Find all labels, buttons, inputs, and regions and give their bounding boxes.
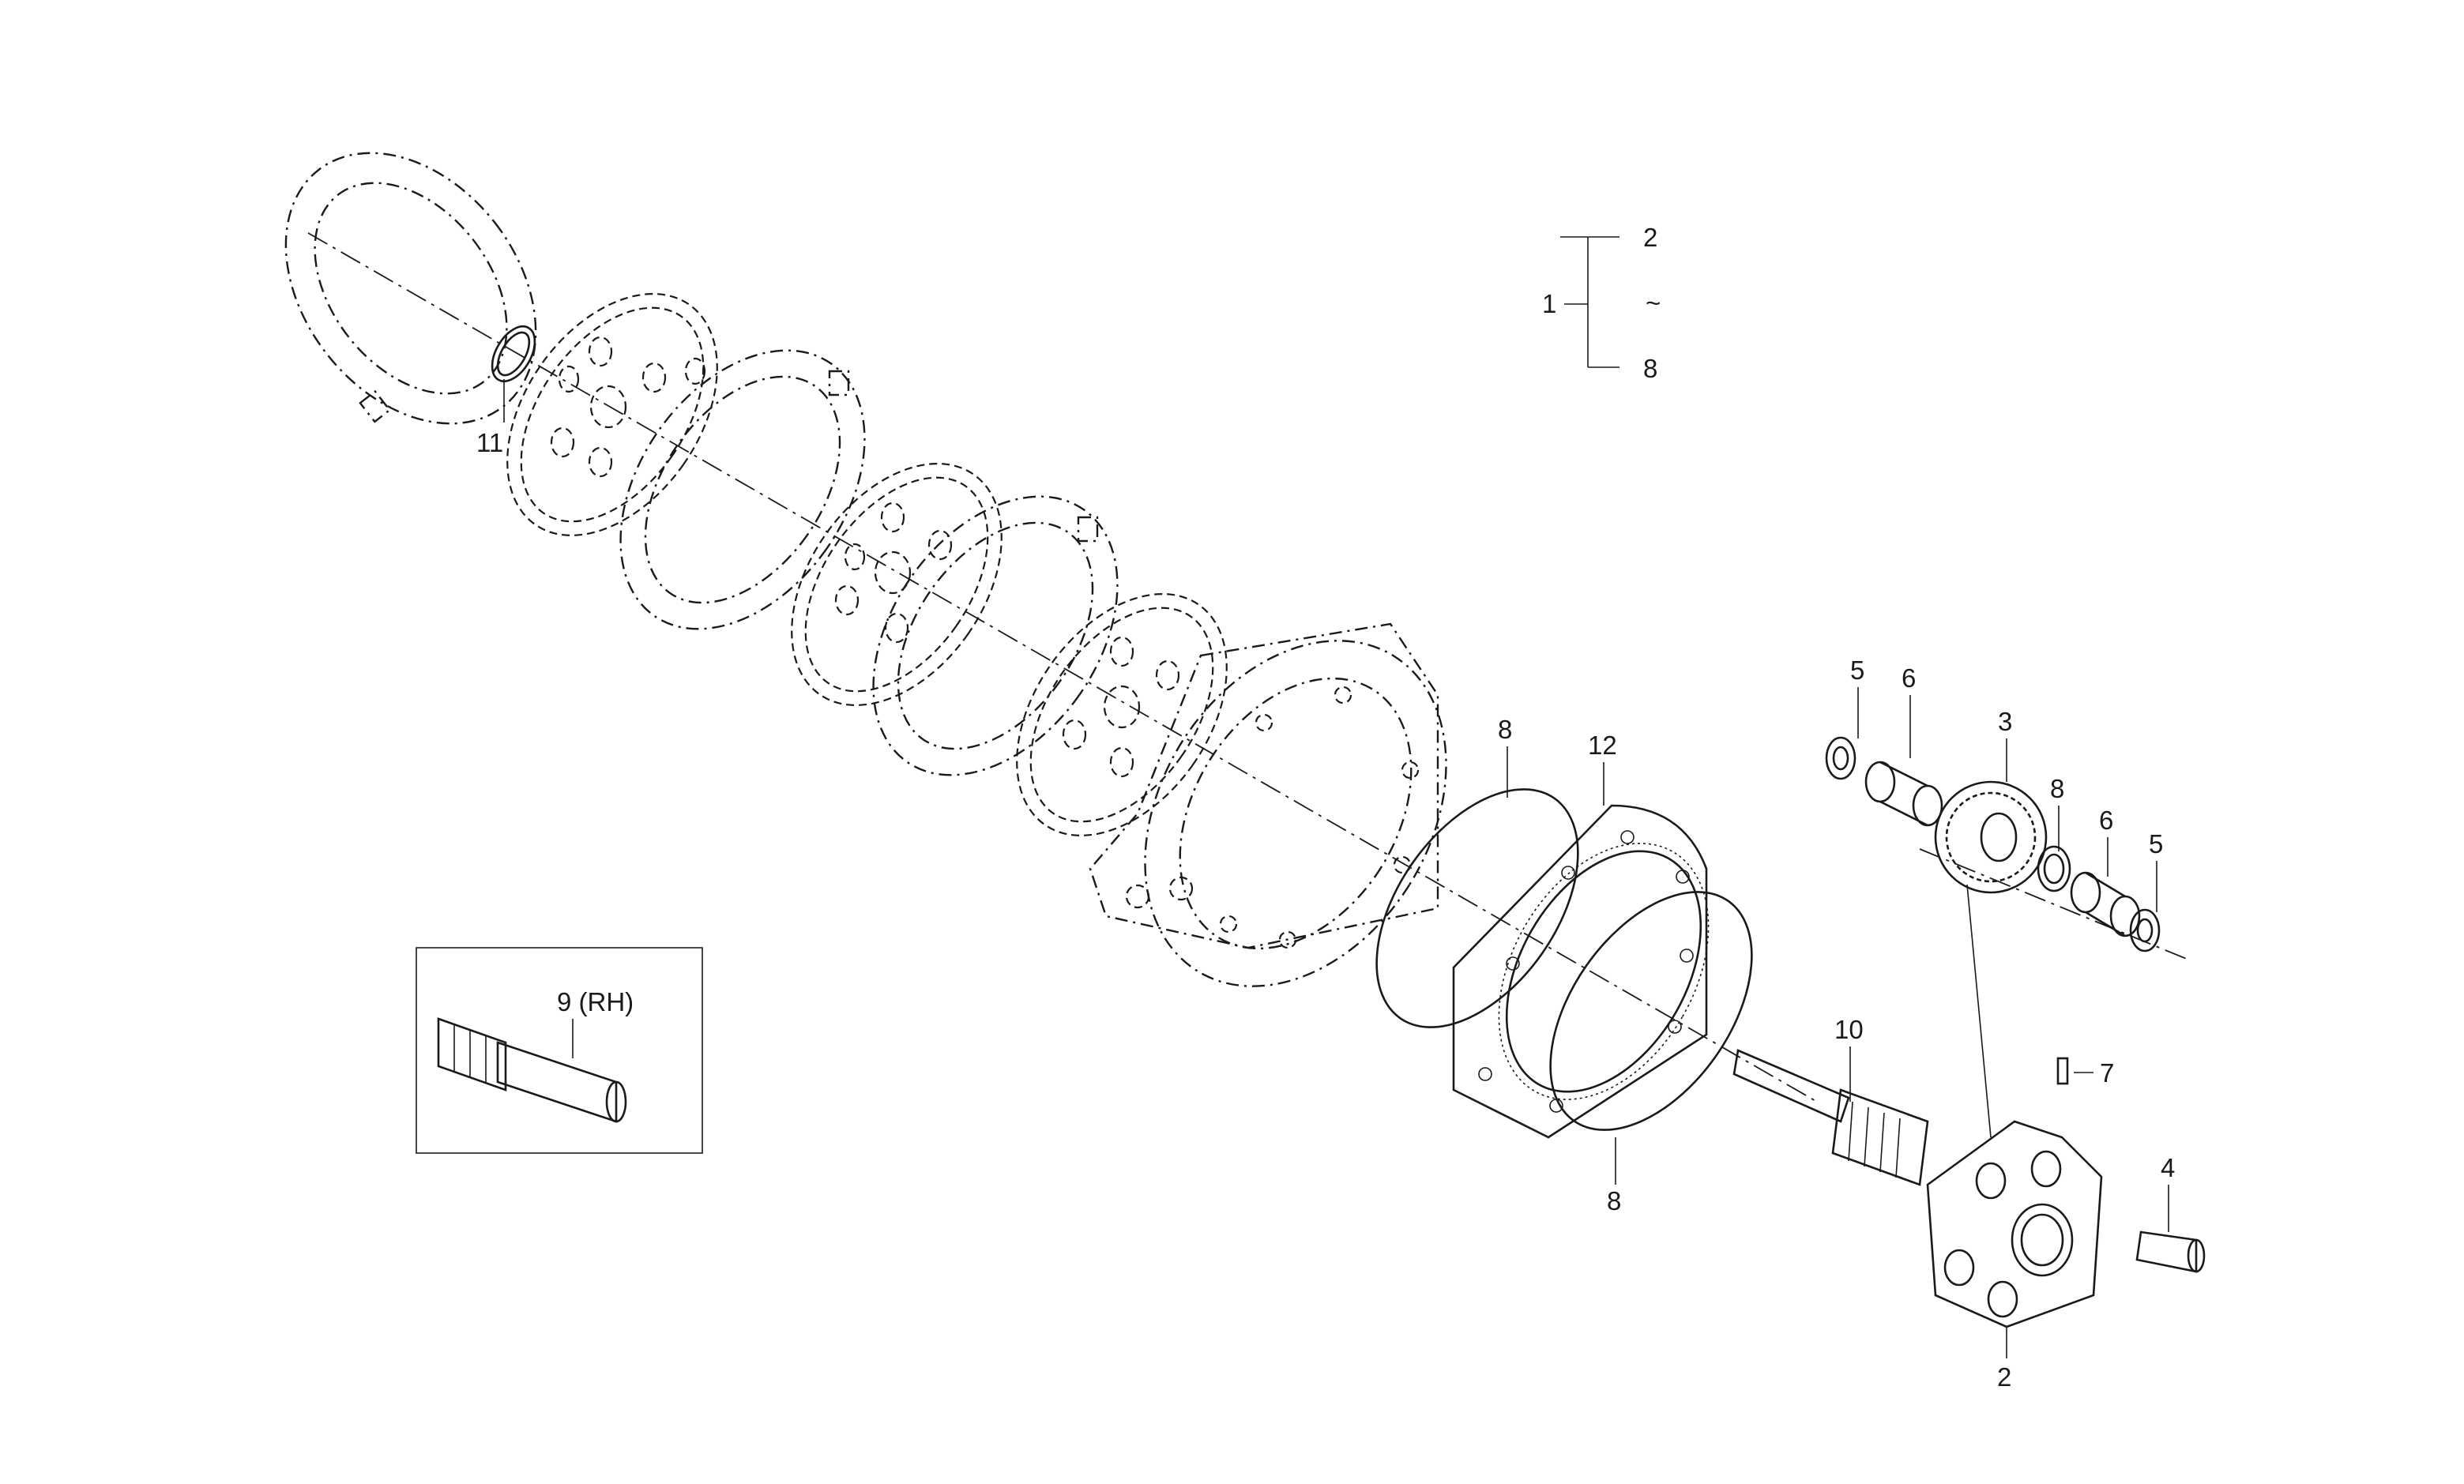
pin-axis [1919, 848, 2189, 960]
legend-from-label: 2 [1643, 223, 1657, 252]
callout-6-right: 6 [2099, 806, 2113, 835]
planet-pin-4 [2135, 1230, 2206, 1273]
assembly-range-bracket [1560, 236, 1619, 368]
callout-6-left: 6 [1902, 663, 1916, 693]
steel-plate-2 [619, 349, 866, 630]
callout-11: 11 [476, 428, 503, 457]
callout-10: 10 [1834, 1015, 1864, 1044]
planet-carrier-2 [1926, 1120, 2103, 1328]
callout-8-top: 8 [1498, 715, 1512, 744]
callout-leaders [503, 379, 2169, 1358]
snap-ring-11 [491, 325, 536, 382]
callout-12: 12 [1588, 731, 1617, 760]
steel-plate-3 [872, 495, 1119, 776]
roll-pin-7 [2056, 1057, 2069, 1085]
spacer-8-gear [2037, 845, 2071, 892]
needle-bearing-6-right [2070, 871, 2141, 937]
friction-disc-2 [791, 463, 1003, 706]
callout-5-left: 5 [1850, 656, 1864, 685]
steel-plate-1 [284, 152, 537, 425]
o-ring-8-bottom [1549, 891, 1753, 1131]
needle-bearing-6-left [1864, 761, 1943, 827]
friction-disc-3 [1016, 593, 1228, 836]
center-axis [307, 232, 1818, 1103]
o-ring-8-top [1375, 788, 1579, 1028]
brake-housing [1089, 622, 1447, 987]
inset-box-9-rh [416, 947, 703, 1154]
callout-7: 7 [2100, 1058, 2114, 1088]
callout-3: 3 [1998, 707, 2012, 736]
legend-range-symbol: ~ [1646, 288, 1661, 317]
callout-2: 2 [1997, 1362, 2011, 1392]
thrust-washer-5-left [1825, 736, 1856, 780]
ring-gear-12 [1452, 804, 1710, 1139]
callout-5-right: 5 [2149, 829, 2163, 858]
legend-to-label: 8 [1643, 354, 1657, 383]
callout-4: 4 [2161, 1153, 2175, 1182]
gear-link-line [1966, 884, 1992, 1138]
planet-shaft-10 [1732, 1049, 1929, 1186]
callout-8-bottom: 8 [1607, 1186, 1621, 1215]
legend-assembly-label: 1 [1542, 289, 1556, 318]
callout-8-gear: 8 [2050, 774, 2064, 803]
inset-label-9-rh: 9 (RH) [557, 987, 634, 1016]
friction-disc-1 [506, 293, 718, 536]
thrust-washer-5-right [2129, 908, 2161, 952]
planet-gear-3 [1934, 780, 2048, 894]
